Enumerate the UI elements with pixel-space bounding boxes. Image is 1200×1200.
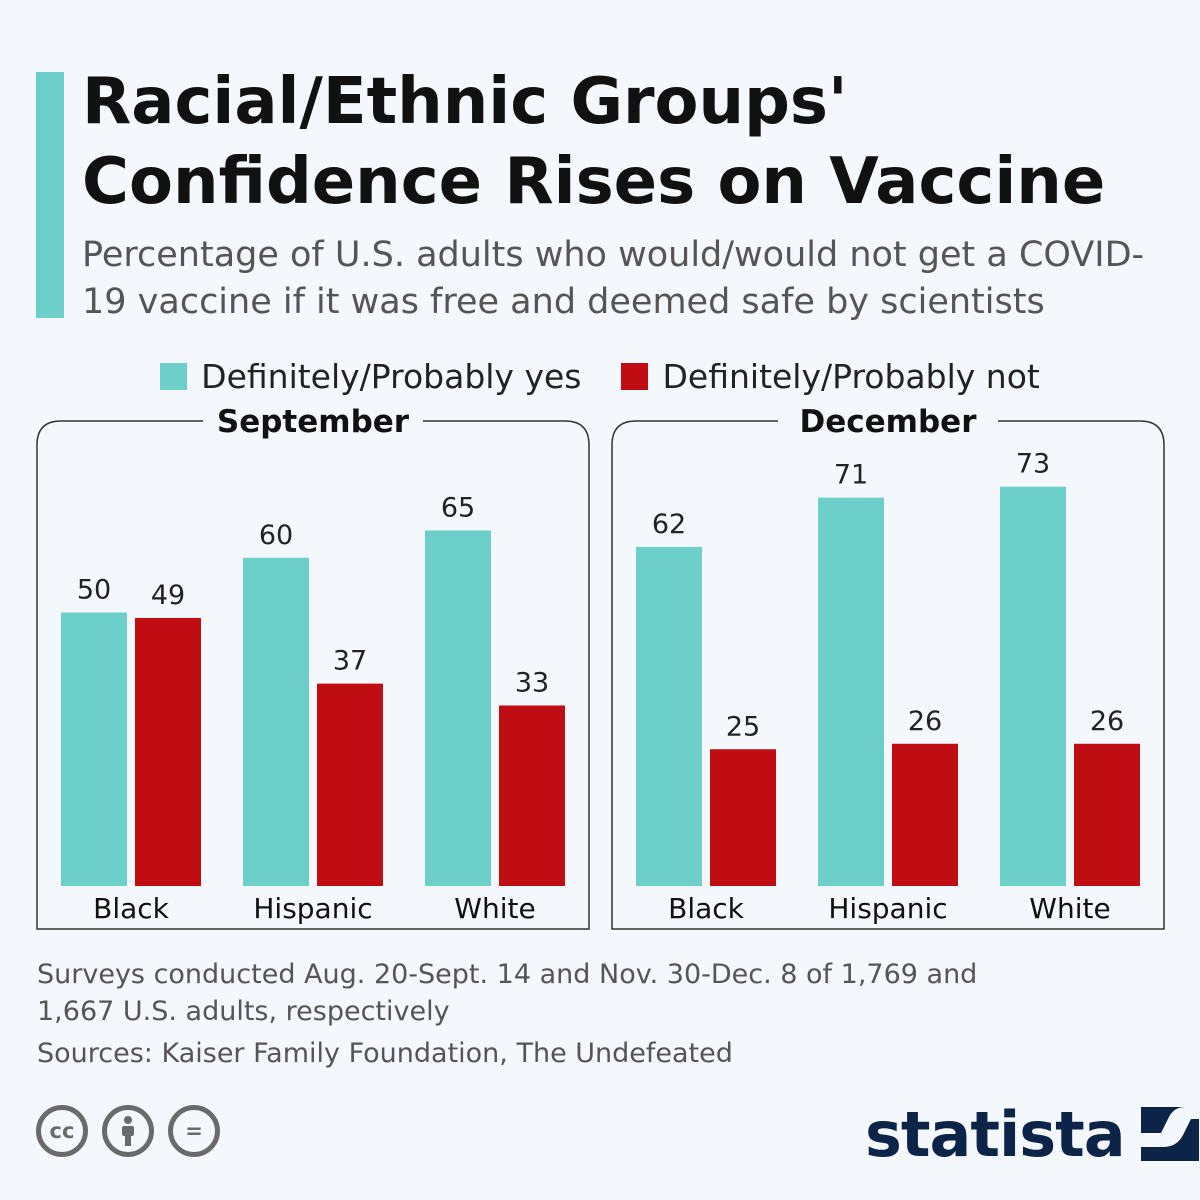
bar xyxy=(317,683,383,886)
bar xyxy=(135,617,201,886)
no-derivatives-icon: = xyxy=(168,1105,220,1157)
bar xyxy=(636,546,702,886)
creative-commons-icon: cc xyxy=(36,1105,88,1157)
bar xyxy=(1000,486,1066,886)
legend-label-yes: Definitely/Probably yes xyxy=(201,356,582,396)
category-label: Hispanic xyxy=(253,892,372,925)
data-label: 65 xyxy=(441,492,475,523)
bar-charts: September 50 49 Black 60 37 Hispanic 65 33 White D… xyxy=(36,404,1165,930)
license-icons: cc = xyxy=(36,1105,220,1157)
data-label: 71 xyxy=(834,460,868,491)
chart-title: September xyxy=(217,404,410,440)
data-label: 60 xyxy=(259,520,293,551)
category-label: White xyxy=(1029,892,1110,925)
legend-swatch-yes xyxy=(160,362,188,390)
brand-name: statista xyxy=(865,1097,1126,1171)
data-label: 73 xyxy=(1016,449,1050,480)
bar xyxy=(499,705,565,886)
bar xyxy=(710,749,776,886)
page-title: Racial/Ethnic Groups' Confidence Rises o… xyxy=(82,65,1106,219)
statista-logo-icon xyxy=(1140,1107,1199,1161)
data-label: 50 xyxy=(77,575,111,606)
data-label: 62 xyxy=(652,509,686,540)
category-label: Black xyxy=(93,892,170,925)
chart-title: December xyxy=(800,404,978,440)
data-label: 26 xyxy=(908,706,942,737)
category-label: Hispanic xyxy=(828,892,947,925)
legend: Definitely/Probably yes Definitely/Proba… xyxy=(0,354,1200,398)
category-label: White xyxy=(454,892,535,925)
bar xyxy=(818,497,884,886)
bar xyxy=(892,743,958,886)
data-label: 25 xyxy=(726,711,760,742)
bar xyxy=(1074,743,1140,886)
sources-note: Sources: Kaiser Family Foundation, The U… xyxy=(37,1038,733,1069)
statista-logo: statista xyxy=(865,1097,1199,1171)
data-label: 33 xyxy=(515,667,549,698)
accent-bar xyxy=(36,72,64,318)
bar xyxy=(243,557,309,886)
legend-item-yes: Definitely/Probably yes xyxy=(160,357,581,396)
data-label: 49 xyxy=(151,580,185,611)
legend-item-not: Definitely/Probably not xyxy=(621,356,1040,396)
page-subtitle: Percentage of U.S. adults who would/woul… xyxy=(82,235,1145,322)
bar xyxy=(425,530,491,886)
category-label: Black xyxy=(668,892,745,925)
attribution-icon xyxy=(102,1105,154,1157)
survey-footnote: Surveys conducted Aug. 20-Sept. 14 and N… xyxy=(37,959,978,1027)
legend-label-not: Definitely/Probably not xyxy=(662,356,1040,396)
chart-frame xyxy=(611,420,1165,930)
legend-swatch-not xyxy=(621,362,649,390)
bar xyxy=(61,612,127,886)
chart-frame xyxy=(36,420,590,930)
data-label: 26 xyxy=(1090,706,1124,737)
data-label: 37 xyxy=(333,646,367,677)
